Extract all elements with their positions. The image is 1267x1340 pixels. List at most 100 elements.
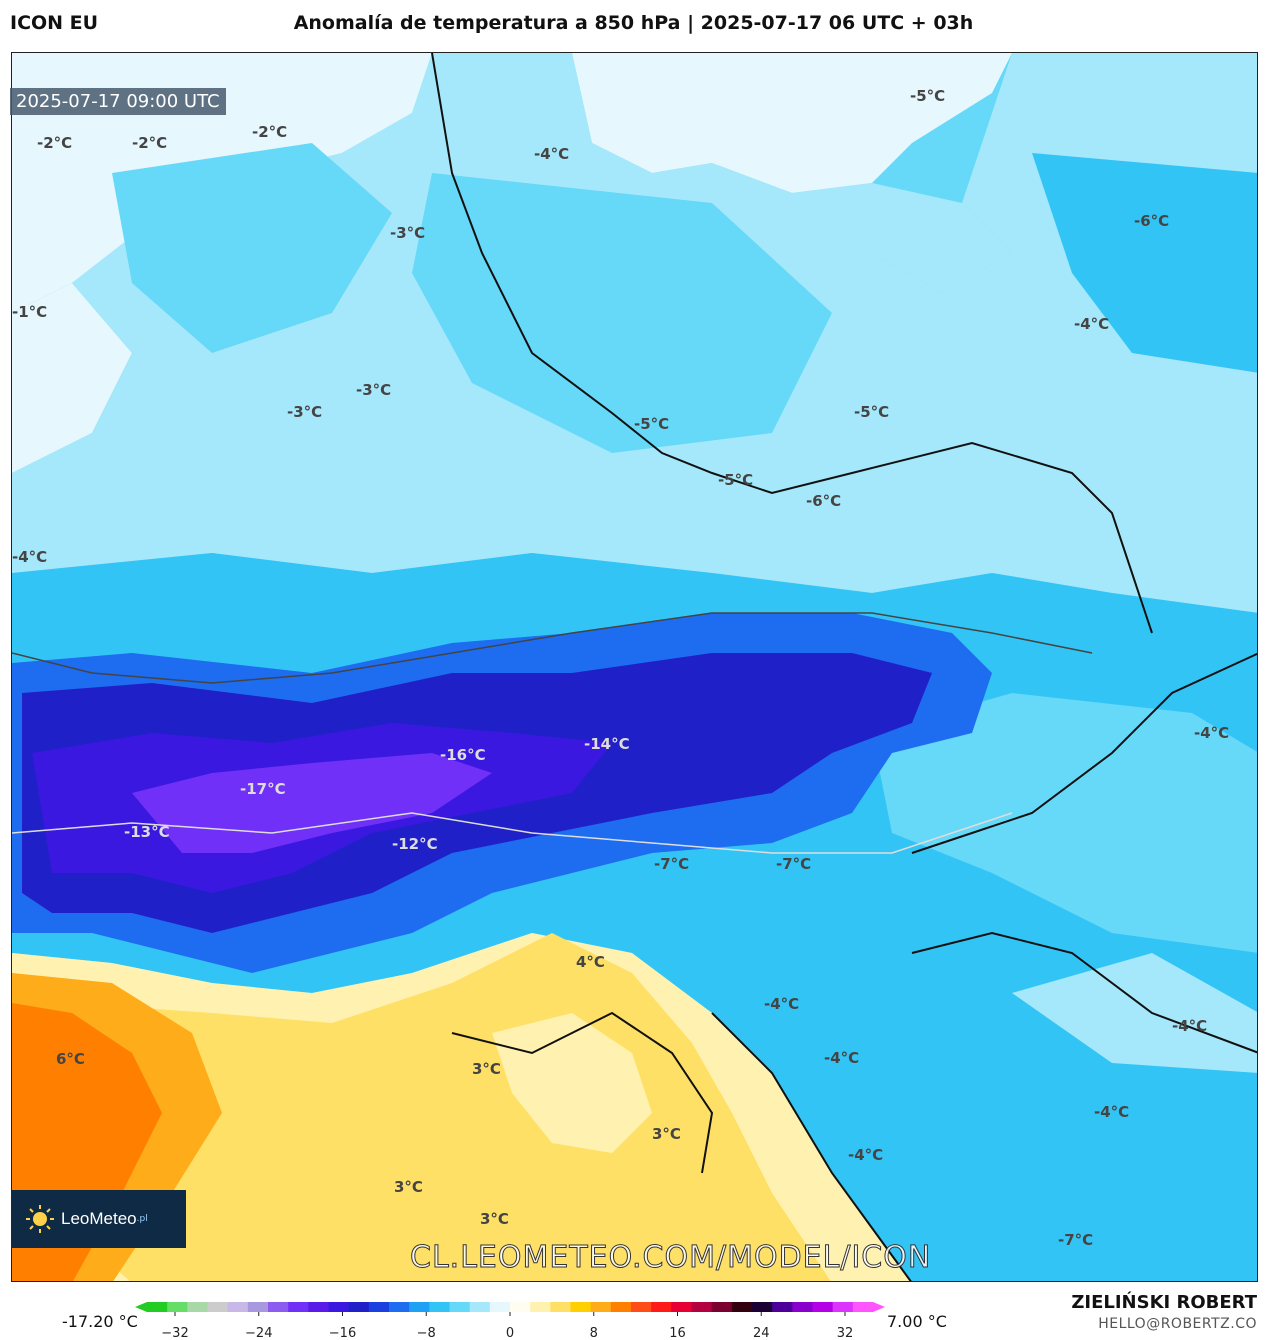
source-url-watermark: CL.LEOMETEO.COM/MODEL/ICON <box>409 1240 932 1276</box>
contour-label: -1°C <box>12 303 47 321</box>
colorbar-swatch <box>348 1302 370 1312</box>
colorbar-swatch <box>147 1302 168 1312</box>
colorbar-swatch <box>187 1302 208 1312</box>
author-name: ZIELIŃSKI ROBERT <box>1071 1292 1257 1313</box>
coastline-adriatic <box>711 1012 912 1281</box>
anomaly-map: -2°C -2°C -2°C -4°C -5°C -3°C -6°C -1°C … <box>11 52 1258 1282</box>
valid-time-badge: 2025-07-17 09:00 UTC <box>10 88 226 115</box>
colorbar-swatch <box>247 1302 269 1312</box>
contour-label: -2°C <box>37 134 72 152</box>
warm-patch-pale <box>492 1013 652 1153</box>
colorbar-swatch <box>227 1302 249 1312</box>
leometeo-logo: LeoMeteo .pl <box>11 1190 186 1248</box>
colorbar-swatch <box>852 1302 874 1312</box>
contour-label: 6°C <box>56 1050 85 1068</box>
warm-zone-yellow <box>52 933 831 1281</box>
colorbar-tick-label: −24 <box>245 1326 272 1340</box>
contour-label: -4°C <box>1194 724 1229 742</box>
colorbar-swatch <box>429 1302 450 1312</box>
contour-label: -4°C <box>848 1146 883 1164</box>
contour-label: 3°C <box>472 1060 501 1078</box>
contour-label: 3°C <box>394 1178 423 1196</box>
colorbar-swatch <box>288 1302 309 1312</box>
colorbar-swatch <box>590 1302 612 1312</box>
chart-title: Anomalía de temperatura a 850 hPa | 2025… <box>293 12 974 34</box>
contour-label: -3°C <box>356 381 391 399</box>
contour-label: -2°C <box>132 134 167 152</box>
contour-label: -4°C <box>1074 315 1109 333</box>
colorbar-tick-label: −8 <box>417 1326 436 1340</box>
colorbar: −32 −24 −16 −8 0 8 16 24 32 <box>135 1302 885 1340</box>
contour-label: -4°C <box>764 995 799 1013</box>
colorbar-max-label: 7.00 °C <box>887 1312 947 1331</box>
weak-anomaly-north <box>572 53 1012 193</box>
weak-anomaly-west <box>12 283 132 473</box>
colorbar-swatch <box>308 1302 329 1312</box>
colorbar-swatch <box>792 1302 813 1312</box>
colorbar-swatch <box>570 1302 592 1312</box>
contour-label: -4°C <box>1172 1017 1207 1035</box>
colorbar-swatch <box>812 1302 834 1312</box>
border-line-southeast <box>911 931 1257 1054</box>
anomaly-patch-cyan <box>112 143 392 353</box>
colorbar-swatch <box>328 1302 350 1312</box>
colorbar-tick-label: 32 <box>837 1326 854 1340</box>
colorbar-swatch <box>610 1302 632 1312</box>
colorbar-swatch <box>389 1302 410 1312</box>
logo-wordmark: LeoMeteo <box>61 1209 137 1228</box>
coastline-north <box>451 1011 714 1174</box>
contour-label: -5°C <box>910 87 945 105</box>
colorbar-arrow-right <box>873 1302 885 1312</box>
model-name: ICON EU <box>10 12 99 34</box>
colorbar-min-label: -17.20 °C <box>62 1312 138 1331</box>
contour-label: -6°C <box>806 492 841 510</box>
colorbar-swatch <box>167 1302 188 1312</box>
contour-label: -4°C <box>534 145 569 163</box>
colorbar-swatch <box>752 1302 773 1312</box>
colorbar-swatch <box>449 1302 471 1312</box>
sun-icon <box>26 1205 54 1233</box>
colorbar-arrow-left <box>135 1302 147 1312</box>
colorbar-swatch <box>711 1302 733 1312</box>
colorbar-swatch <box>671 1302 692 1312</box>
colorbar-swatch <box>530 1302 551 1312</box>
colorbar-swatch <box>631 1302 652 1312</box>
contour-label: 4°C <box>576 953 605 971</box>
map-canvas: -2°C -2°C -2°C -4°C -5°C -3°C -6°C -1°C … <box>12 53 1257 1281</box>
colorbar-swatch <box>409 1302 430 1312</box>
contour-label: -7°C <box>776 855 811 873</box>
contour-label: -2°C <box>252 123 287 141</box>
contour-label: -3°C <box>390 224 425 242</box>
colorbar-tick-label: 8 <box>590 1326 598 1340</box>
colorbar-swatch <box>651 1302 672 1312</box>
contour-label: -3°C <box>287 403 322 421</box>
contour-label: -17°C <box>240 780 286 798</box>
colorbar-tick-label: 0 <box>506 1326 514 1340</box>
border-line-north <box>431 53 1153 634</box>
contour-label: 3°C <box>652 1125 681 1143</box>
colorbar-tick-label: −16 <box>329 1326 356 1340</box>
contour-label: -6°C <box>1134 212 1169 230</box>
contour-label: -5°C <box>718 471 753 489</box>
colorbar-swatch <box>772 1302 793 1312</box>
anomaly-patch-cyan-center <box>412 173 832 453</box>
contour-label: -4°C <box>12 548 47 566</box>
contour-label: -4°C <box>824 1049 859 1067</box>
colorbar-swatch <box>731 1302 753 1312</box>
contour-label: -5°C <box>634 415 669 433</box>
colorbar-swatch <box>268 1302 289 1312</box>
border-line-alps <box>12 612 1093 684</box>
colorbar-swatch <box>832 1302 854 1312</box>
contour-label: -12°C <box>392 835 438 853</box>
contour-label: 3°C <box>480 1210 509 1228</box>
border-line-east <box>911 652 1257 854</box>
logo-suffix: .pl <box>136 1214 148 1224</box>
colorbar-swatch <box>368 1302 390 1312</box>
weak-anomaly-north-b <box>872 183 1012 293</box>
colorbar-swatch <box>489 1302 511 1312</box>
anomaly-core-violet <box>132 753 492 853</box>
contour-label: -13°C <box>124 823 170 841</box>
colorbar-swatch <box>207 1302 229 1312</box>
colorbar-tick-label: 16 <box>669 1326 686 1340</box>
contour-label: -14°C <box>584 735 630 753</box>
